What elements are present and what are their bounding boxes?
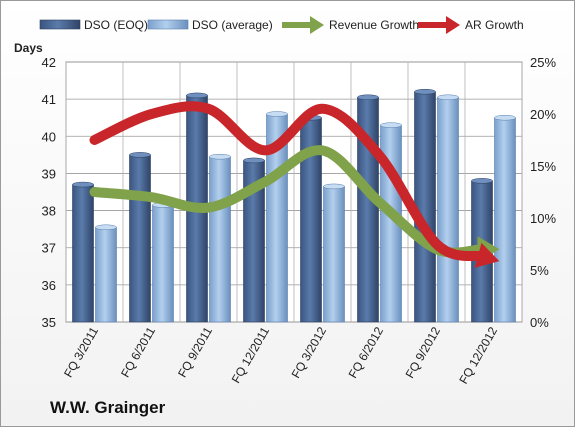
legend-label: DSO (average) bbox=[192, 18, 273, 32]
y-left-tick-label: 39 bbox=[42, 166, 56, 181]
legend-swatch bbox=[39, 19, 81, 30]
bar-dso-average-cap bbox=[323, 183, 345, 190]
bar-dso-average-cap bbox=[437, 94, 459, 101]
legend-label: Revenue Growth bbox=[329, 18, 419, 32]
bar-dso-average-cap bbox=[266, 111, 288, 117]
y-right-tick-label: 10% bbox=[530, 211, 556, 226]
y-left-tick-label: 40 bbox=[42, 129, 56, 144]
bar-dso-average bbox=[494, 117, 516, 323]
lines-layer bbox=[89, 101, 500, 268]
legend-swatch bbox=[147, 19, 189, 30]
legend-label: DSO (EOQ) bbox=[84, 18, 148, 32]
bar-dso-eoq bbox=[129, 154, 151, 323]
y-right-tick-label: 15% bbox=[530, 159, 556, 174]
y-right-tick-label: 25% bbox=[530, 55, 556, 70]
legend: DSO (EOQ) DSO (average) Revenue Growth AR G… bbox=[39, 16, 524, 34]
line-revenue-growth bbox=[89, 145, 487, 258]
bar-dso-eoq-cap bbox=[129, 152, 151, 158]
bar-dso-average-cap bbox=[209, 153, 231, 160]
y-left-tick-label: 37 bbox=[42, 241, 56, 256]
bar-dso-eoq-cap bbox=[471, 178, 493, 184]
bar-dso-average bbox=[95, 226, 117, 323]
line-ar-growth bbox=[89, 101, 487, 262]
bar-dso-average-cap bbox=[95, 224, 117, 231]
y-right-tick-label: 20% bbox=[530, 107, 556, 122]
y-left-tick-label: 38 bbox=[42, 204, 56, 219]
y-left-tick-label: 35 bbox=[42, 315, 56, 330]
bar-dso-average bbox=[152, 204, 174, 323]
y-right-tick-label: 5% bbox=[530, 263, 549, 278]
y-left-tick-label: 41 bbox=[42, 92, 56, 107]
bar-dso-average bbox=[437, 96, 459, 323]
y-left-tick-label: 42 bbox=[42, 55, 56, 70]
bar-dso-eoq-cap bbox=[186, 92, 208, 99]
bar-dso-average bbox=[323, 186, 345, 323]
footer-title: W.W. Grainger bbox=[50, 398, 166, 417]
y-left-tick-label: 36 bbox=[42, 278, 56, 293]
bar-dso-eoq-cap bbox=[243, 157, 265, 164]
arrowhead-ar-growth bbox=[474, 242, 500, 268]
legend-arrowhead bbox=[446, 16, 460, 34]
bar-dso-eoq-cap bbox=[414, 88, 436, 95]
bar-dso-eoq-cap bbox=[357, 94, 379, 101]
bar-dso-eoq-cap bbox=[72, 181, 94, 188]
bar-dso-eoq bbox=[72, 184, 94, 323]
y-right-tick-label: 0% bbox=[530, 315, 549, 330]
bar-dso-average bbox=[209, 156, 231, 323]
bars-layer bbox=[72, 88, 516, 323]
bar-dso-average-cap bbox=[380, 122, 402, 128]
bar-dso-eoq bbox=[414, 91, 436, 323]
legend-label: AR Growth bbox=[465, 18, 524, 32]
bar-dso-average-cap bbox=[494, 114, 516, 121]
legend-arrowhead bbox=[310, 16, 324, 34]
y-left-axis-label: Days bbox=[14, 41, 43, 55]
